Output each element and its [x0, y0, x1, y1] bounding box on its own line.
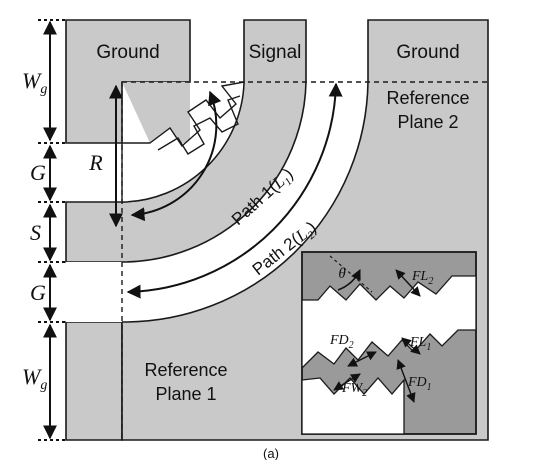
label-FL1: FL1 [409, 335, 431, 353]
label-G-top: G [30, 160, 46, 185]
left-gap-G-bottom [66, 262, 122, 322]
path2-arrow [126, 82, 343, 299]
label-Wg-bottom: Wg [22, 364, 47, 393]
label-ref-plane-2-line2: Plane 2 [397, 112, 458, 132]
figure-caption: (a) [263, 446, 279, 460]
label-R: R [88, 150, 103, 175]
label-theta: θ [338, 266, 346, 282]
label-FD1: FD1 [407, 375, 432, 393]
label-ground-left: Ground [96, 42, 159, 63]
left-dimensions [38, 19, 66, 441]
label-ground-right: Ground [396, 42, 459, 63]
label-FD2: FD2 [329, 333, 354, 351]
label-G-bottom: G [30, 280, 46, 305]
label-ref-plane-1-line1: Reference [144, 360, 227, 380]
label-Wg-top: Wg [22, 68, 47, 97]
inset-zoom [301, 251, 477, 435]
ground-left-lower [65, 321, 123, 441]
label-S: S [30, 220, 41, 245]
label-FW2: FW2 [341, 381, 367, 399]
label-FL2: FL2 [411, 269, 433, 287]
inner-ground-finger-region [122, 82, 190, 143]
label-ref-plane-1-line2: Plane 1 [155, 384, 216, 404]
label-ref-plane-2-line1: Reference [386, 88, 469, 108]
label-signal: Signal [249, 42, 302, 63]
